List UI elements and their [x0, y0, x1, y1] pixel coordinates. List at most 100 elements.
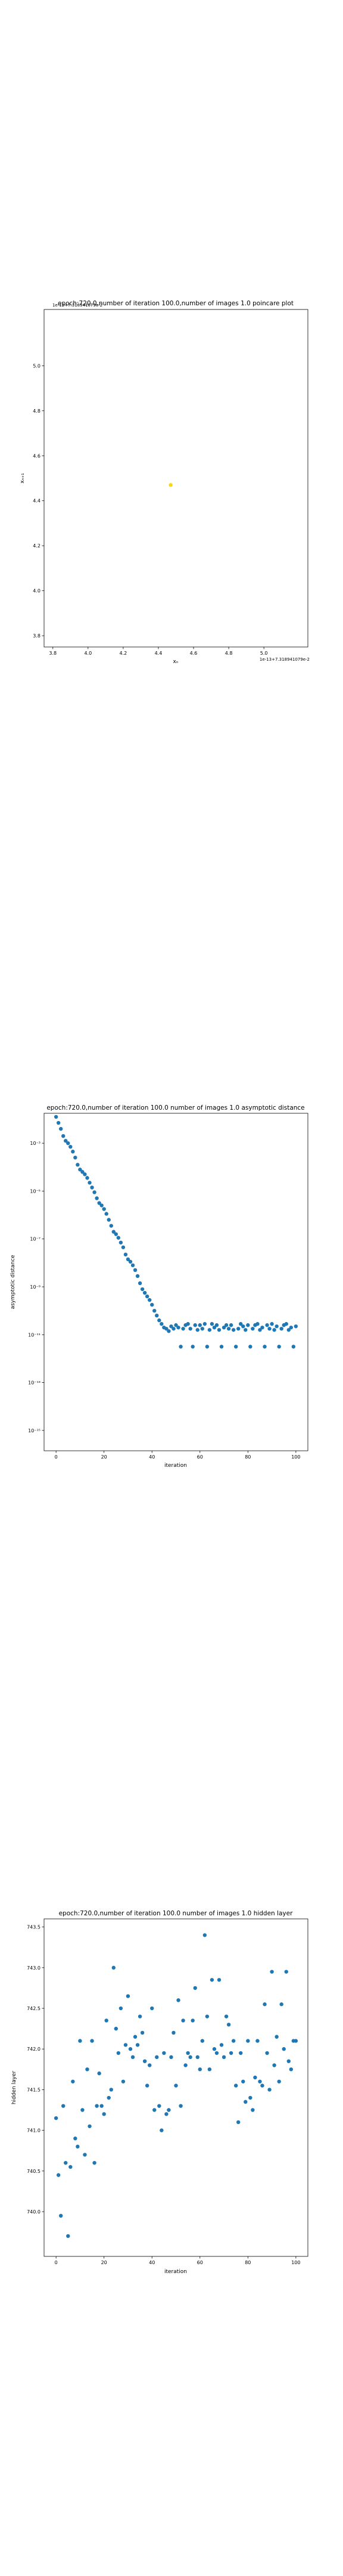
y-tick-label: 740.0 [27, 2209, 40, 2215]
hidden-layer-point [157, 2104, 161, 2108]
asymptotic-point [255, 1322, 260, 1326]
y-tick-label: 741.0 [27, 2128, 40, 2134]
asymptotic-point [179, 1345, 183, 1349]
poincare-chart-title: epoch:720.0,number of iteration 100.0,nu… [58, 300, 294, 307]
hidden-layer-x-axis-label: iteration [164, 2269, 187, 2275]
hidden-layer-point [198, 2067, 202, 2072]
poincare-plot-frame [43, 309, 308, 648]
hidden-layer-point [251, 2108, 255, 2112]
hidden-layer-point [121, 2079, 126, 2083]
asymptotic-point [109, 1224, 113, 1228]
asymptotic-point [128, 1259, 133, 1264]
asymptotic-point [244, 1328, 248, 1332]
hidden-layer-point [64, 2160, 68, 2165]
asymptotic-point [286, 1328, 291, 1332]
asymptotic-point [172, 1327, 176, 1331]
poincare-point [169, 483, 173, 487]
hidden-layer-point [191, 2018, 195, 2023]
asymptotic-point [258, 1328, 262, 1332]
asymptotic-point [217, 1328, 222, 1332]
asymptotic-x-ticks: 0 20 40 60 80 100 [55, 1451, 301, 1460]
y-tick-label: 5.0 [33, 363, 40, 369]
x-tick-label: 60 [197, 1454, 203, 1460]
asymptotic-point [291, 1345, 296, 1349]
hidden-layer-point [233, 2083, 238, 2088]
hidden-layer-point [111, 1965, 116, 1970]
hidden-layer-point [78, 2039, 82, 2043]
asymptotic-point [160, 1322, 164, 1326]
asymptotic-point [116, 1236, 121, 1240]
hidden-layer-point [61, 2104, 66, 2108]
hidden-layer-point [284, 1970, 288, 1974]
y-tick-label: 10⁻³ [30, 1141, 40, 1146]
asymptotic-point [83, 1172, 87, 1176]
hidden-layer-point [68, 2165, 73, 2169]
poincare-x-axis-label: xₙ [173, 659, 179, 665]
asymptotic-point [176, 1326, 180, 1330]
hidden-layer-point [152, 2108, 157, 2112]
asymptotic-point [68, 1144, 73, 1149]
hidden-layer-point [160, 2128, 164, 2132]
y-tick-label: 4.8 [33, 408, 40, 414]
asymptotic-point [148, 1298, 152, 1302]
y-tick-label: 742.5 [27, 2006, 40, 2011]
poincare-points [169, 483, 173, 487]
hidden-layer-point [92, 2160, 96, 2165]
asymptotic-point [78, 1168, 82, 1172]
x-tick-label: 0 [55, 1454, 58, 1460]
hidden-layer-point [202, 1933, 207, 1937]
x-tick-label: 5.0 [260, 651, 268, 656]
hidden-layer-point [282, 2047, 286, 2051]
y-tick-label: 742.0 [27, 2046, 40, 2052]
asymptotic-point [114, 1232, 119, 1236]
asymptotic-point [90, 1185, 94, 1190]
hidden-layer-point [162, 2051, 166, 2055]
hidden-layer-point [56, 2173, 61, 2177]
y-tick-label: 10⁻¹⁵ [28, 1428, 40, 1433]
asymptotic-point [71, 1150, 75, 1154]
asymptotic-point [111, 1230, 116, 1234]
asymptotic-point [88, 1181, 92, 1185]
asymptotic-point [193, 1323, 197, 1327]
y-tick-label: 3.8 [33, 633, 40, 639]
asymptotic-point [99, 1203, 104, 1208]
hidden-layer-point [260, 2083, 264, 2088]
hidden-layer-point [140, 2030, 145, 2035]
hidden-layer-point [239, 2051, 243, 2055]
hidden-layer-point [123, 2043, 128, 2047]
hidden-layer-point [114, 2026, 119, 2031]
asymptotic-point [186, 1322, 190, 1326]
hidden-layer-point [176, 1998, 180, 2002]
hidden-layer-point [150, 2006, 154, 2011]
asymptotic-point [248, 1345, 252, 1349]
hidden-layer-point [102, 2112, 106, 2116]
asymptotic-point [239, 1322, 243, 1326]
hidden-layer-point [275, 2035, 279, 2039]
asymptotic-point [54, 1114, 58, 1119]
hidden-layer-point [241, 2079, 245, 2083]
x-tick-label: 20 [101, 1454, 107, 1460]
hidden-layer-chart-title: epoch:720.0,number of iteration 100.0 nu… [59, 1910, 293, 1917]
asymptotic-point [272, 1328, 276, 1332]
asymptotic-point [80, 1170, 85, 1174]
hidden-layer-point [90, 2039, 94, 2043]
hidden-layer-point [133, 2035, 138, 2039]
asymptotic-points [54, 1114, 298, 1349]
asymptotic-point [265, 1323, 269, 1327]
hidden-layer-point [188, 2055, 192, 2060]
asymptotic-point [267, 1327, 272, 1331]
hidden-layer-point [186, 2051, 190, 2055]
x-tick-label: 80 [245, 1454, 251, 1460]
hidden-layer-point [267, 2088, 272, 2092]
hidden-layer-point [236, 2120, 241, 2125]
asymptotic-point [140, 1287, 145, 1292]
asymptotic-point [130, 1263, 135, 1268]
hidden-layer-point [265, 2051, 269, 2055]
hidden-layer-point [116, 2051, 121, 2055]
hidden-layer-point [148, 2063, 152, 2067]
asymptotic-y-axis-label: asymptotic distance [10, 1255, 16, 1309]
asymptotic-chart: epoch:720.0,number of iteration 100.0 nu… [10, 1104, 308, 1469]
asymptotic-point [200, 1327, 204, 1331]
hidden-layer-point [164, 2112, 169, 2116]
